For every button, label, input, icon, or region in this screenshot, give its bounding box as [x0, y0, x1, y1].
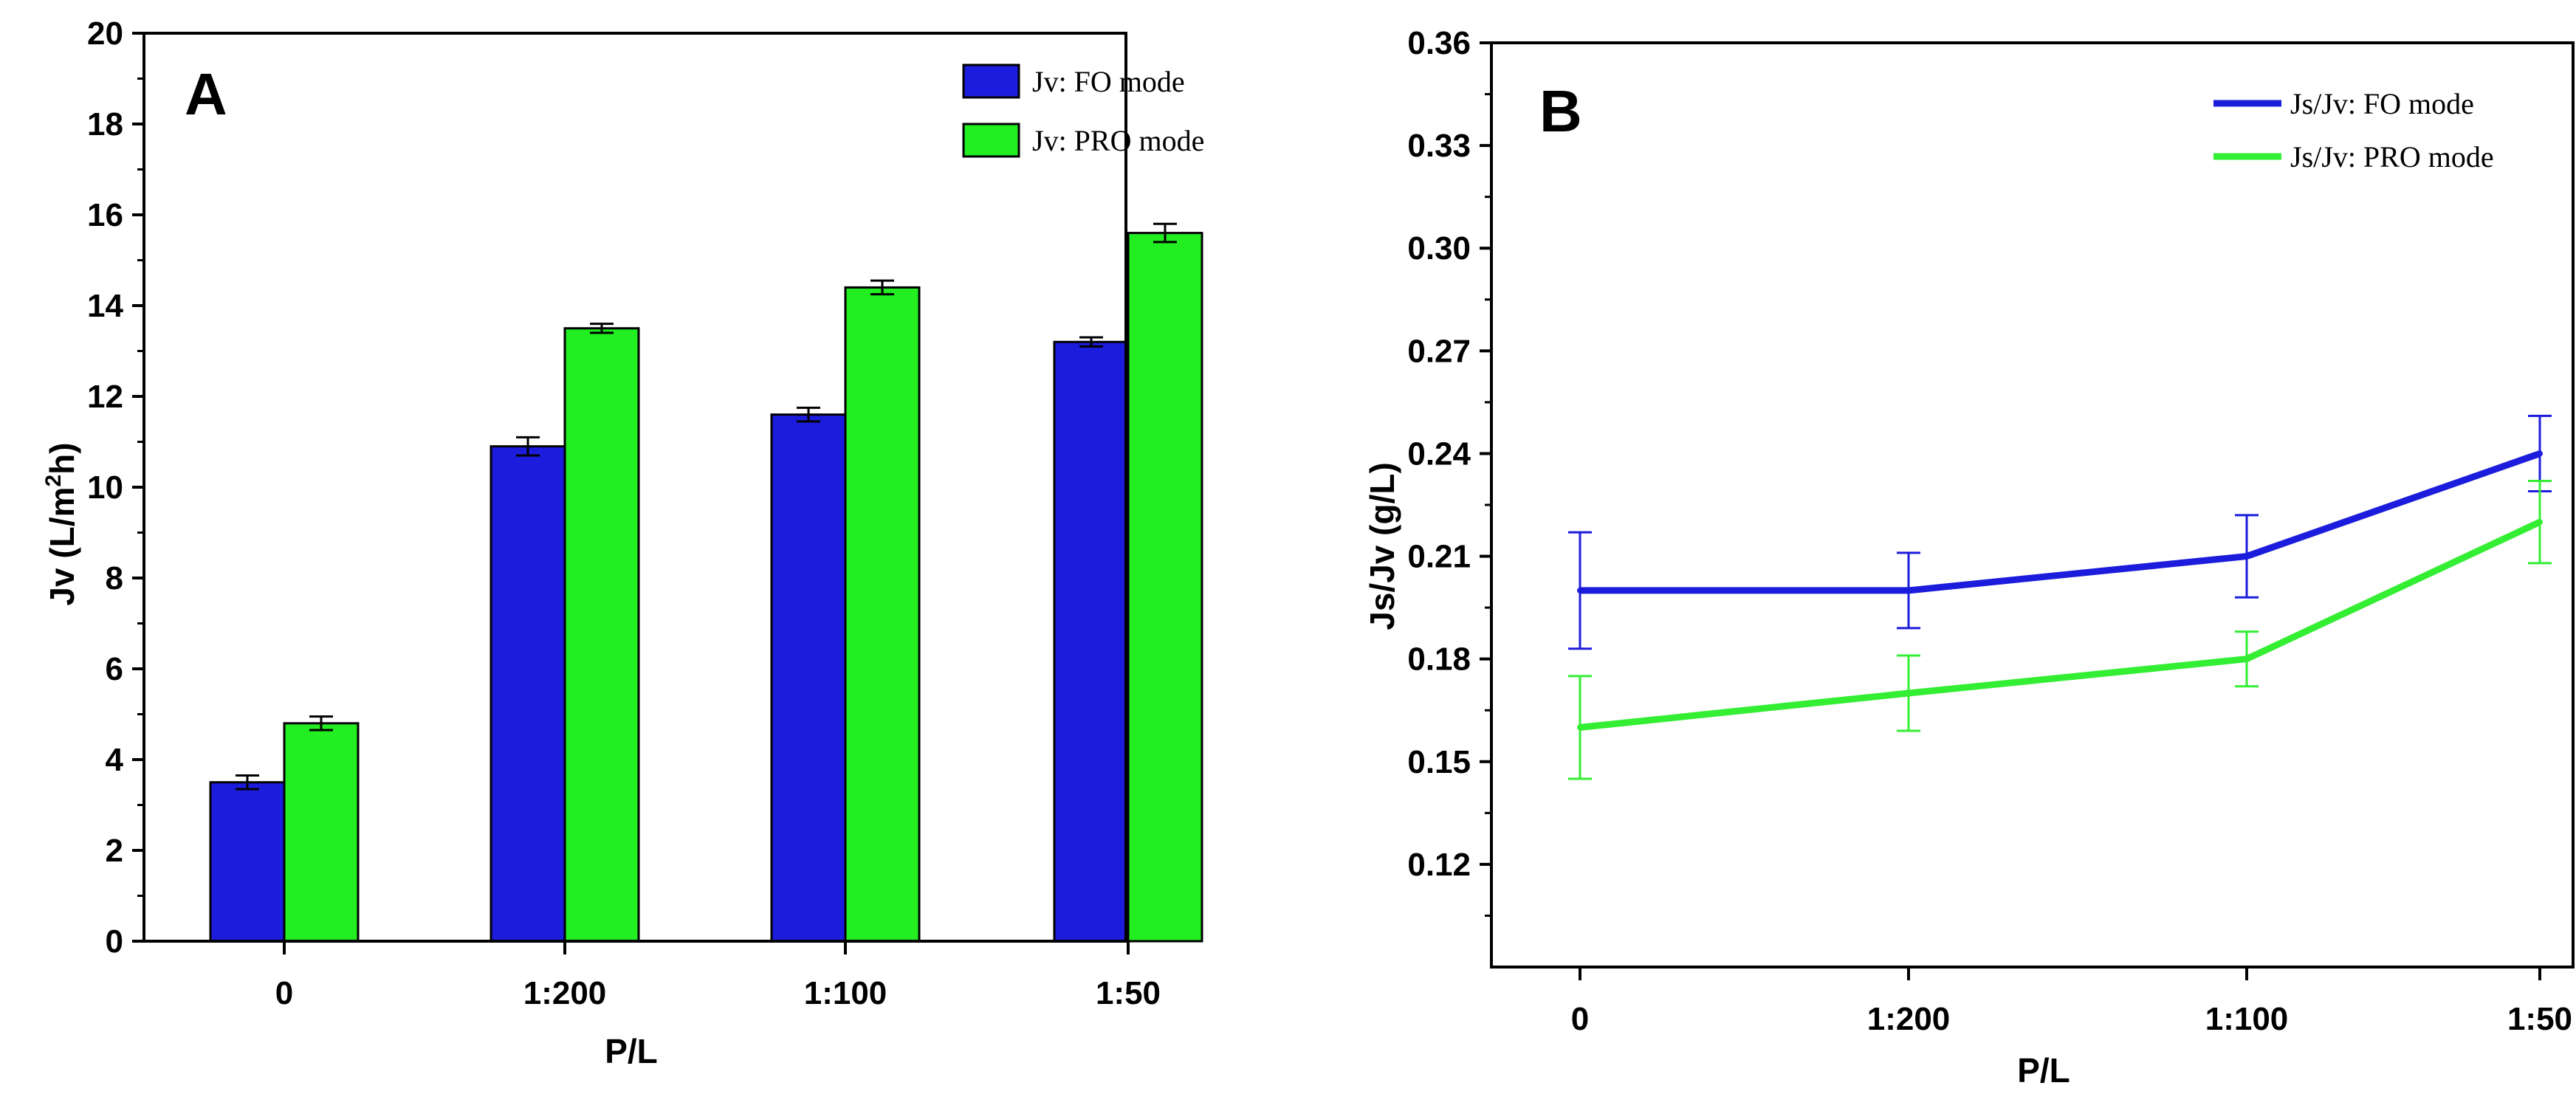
y-tick-label: 18 — [87, 106, 123, 142]
y-tick-label: 0.33 — [1407, 128, 1471, 164]
x-tick-label: 1:200 — [523, 975, 607, 1011]
x-tick-label: 1:200 — [1867, 1001, 1951, 1037]
y-tick-label: 0.30 — [1407, 230, 1471, 266]
panel-a-x-axis-title: P/L — [605, 1032, 658, 1070]
y-tick-label: 2 — [106, 833, 123, 869]
panel-b-letter: B — [1539, 78, 1582, 144]
y-tick-label: 0.36 — [1407, 25, 1471, 61]
legend-label-pro-mode: Js/Jv: PRO mode — [2290, 140, 2494, 173]
y-tick-label: 12 — [87, 379, 123, 415]
panel-b-line-chart: 0.12 0.15 0.18 0.21 0.24 0.27 0.30 0.33 0.36 0 1:… — [1363, 25, 2575, 1090]
bar-jv-fo-mode-0 — [209, 781, 286, 943]
panel-a-y-ticks: 0 2 4 6 8 10 12 14 16 18 20 — [87, 16, 144, 960]
panel-a-error-bars — [236, 222, 1177, 791]
panel-a-bars — [209, 232, 1203, 943]
panel-b-plot-frame — [1490, 41, 2575, 969]
panel-a-letter: A — [185, 61, 227, 127]
panel-b-x-axis-title: P/L — [2017, 1051, 2070, 1090]
x-tick-label: 0 — [275, 975, 293, 1011]
panel-b-y-ticks: 0.12 0.15 0.18 0.21 0.24 0.27 0.30 0.33 0.36 — [1407, 25, 1491, 917]
point-js-jv-fo-mode-1-100 — [2244, 553, 2250, 560]
legend-label-pro-mode: Jv: PRO mode — [1032, 124, 1204, 157]
bar-jv-fo-mode-1-100 — [770, 413, 847, 943]
panel-a-y-axis-title-base: Jv (L/m — [43, 487, 81, 606]
bar-jv-pro-mode-1-50 — [1127, 232, 1203, 943]
y-tick-label: 0.12 — [1407, 847, 1471, 883]
point-js-jv-pro-mode-1-50 — [2537, 519, 2543, 526]
y-tick-label: 6 — [106, 651, 123, 687]
point-js-jv-pro-mode-1-100 — [2244, 656, 2250, 662]
point-js-jv-pro-mode-0 — [1577, 724, 1583, 731]
line-js-jv-pro-mode — [1579, 519, 2541, 731]
y-tick-label: 0.15 — [1407, 744, 1471, 780]
panel-b-lines — [1577, 450, 2543, 731]
x-tick-label: 1:100 — [2205, 1001, 2289, 1037]
x-tick-label: 1:50 — [2507, 1001, 2572, 1037]
bar-jv-pro-mode-0 — [283, 722, 360, 943]
panel-a-y-axis-title-end: h) — [43, 442, 81, 474]
legend-swatch-fo-mode — [962, 63, 1020, 99]
y-tick-label: 10 — [87, 469, 123, 506]
bar-jv-pro-mode-1-100 — [844, 286, 921, 943]
bar-jv-fo-mode-1-200 — [490, 445, 566, 943]
y-tick-label: 0.18 — [1407, 641, 1471, 678]
panel-a-y-axis-title: Jv (L/m2h) — [41, 442, 81, 605]
x-tick-label: 1:100 — [804, 975, 887, 1011]
line-js-jv-fo-mode — [1580, 450, 2541, 594]
panel-b-error-bars — [1568, 414, 2552, 780]
point-js-jv-pro-mode-1-200 — [1906, 690, 1912, 697]
point-js-jv-fo-mode-1-50 — [2537, 450, 2543, 457]
bar-jv-pro-mode-1-200 — [563, 327, 640, 943]
y-tick-label: 4 — [106, 742, 124, 778]
point-js-jv-fo-mode-0 — [1577, 587, 1583, 594]
panel-a-y-axis-title-superscript: 2 — [41, 475, 66, 487]
y-tick-label: 16 — [87, 197, 123, 233]
panel-a-legend: Jv: FO mode Jv: PRO mode — [962, 63, 1204, 158]
panel-b-y-axis-title: Js/Jv (g/L) — [1363, 462, 1401, 630]
point-js-jv-fo-mode-1-200 — [1906, 587, 1912, 594]
panel-b-axes — [1490, 41, 2575, 969]
panel-a-x-ticks: 0 1:200 1:100 1:50 — [275, 941, 1161, 1011]
y-tick-label: 0.27 — [1407, 333, 1471, 369]
panel-b-legend: Js/Jv: FO mode Js/Jv: PRO mode — [2213, 87, 2494, 173]
panel-b-x-ticks: 0 1:200 1:100 1:50 — [1571, 967, 2572, 1037]
legend-label-fo-mode: Js/Jv: FO mode — [2290, 87, 2474, 120]
y-tick-label: 20 — [87, 16, 123, 52]
legend-swatch-pro-mode — [962, 123, 1020, 158]
x-tick-label: 0 — [1571, 1001, 1589, 1037]
bar-jv-fo-mode-1-50 — [1053, 340, 1130, 943]
x-tick-label: 1:50 — [1096, 975, 1161, 1011]
legend-label-fo-mode: Jv: FO mode — [1032, 65, 1185, 98]
y-tick-label: 14 — [87, 288, 123, 324]
y-tick-label: 0 — [106, 923, 123, 960]
y-tick-label: 0.24 — [1407, 436, 1471, 472]
y-tick-label: 8 — [106, 560, 123, 596]
y-tick-label: 0.21 — [1407, 539, 1471, 575]
